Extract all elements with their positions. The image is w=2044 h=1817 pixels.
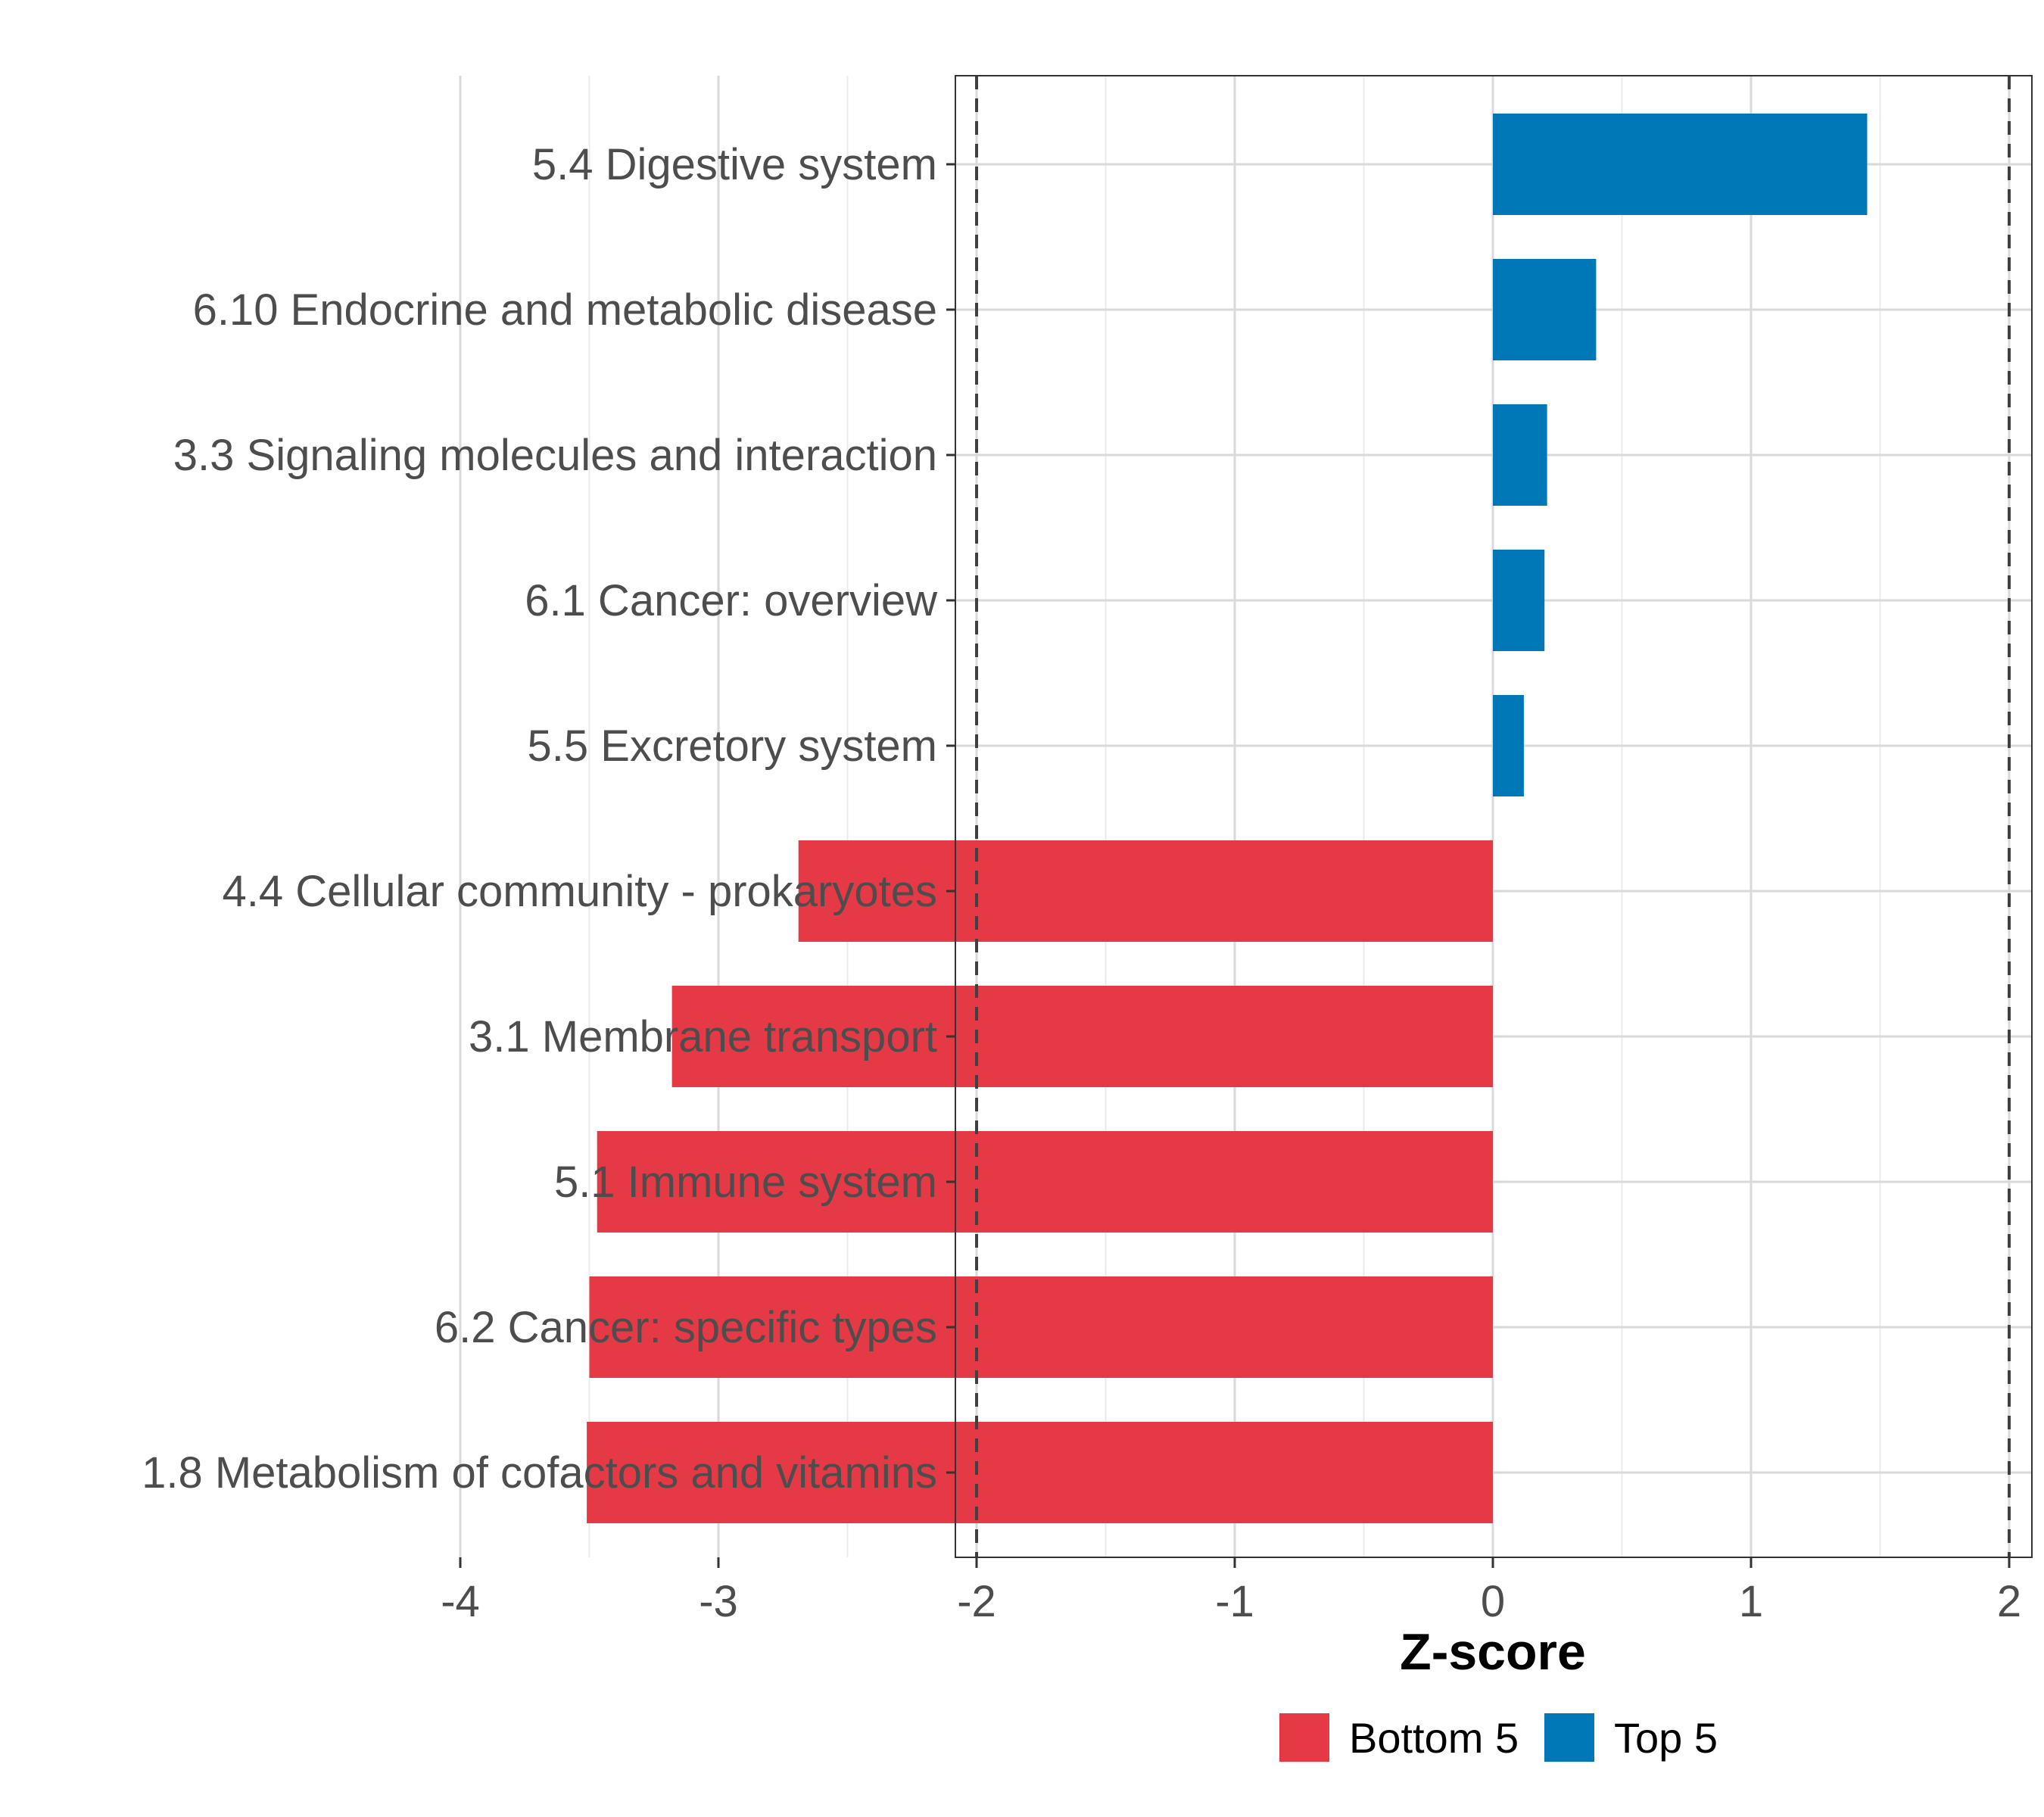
bar bbox=[798, 840, 1493, 942]
x-tick-label: -3 bbox=[699, 1577, 738, 1626]
bar bbox=[589, 1276, 1493, 1378]
bar bbox=[1493, 695, 1524, 796]
x-axis-title: Z-score bbox=[1400, 1623, 1586, 1681]
y-tick-label: 5.4 Digestive system bbox=[532, 140, 937, 189]
x-axis: -4-3-2-101234 bbox=[441, 1557, 2021, 1626]
y-tick-label: 5.5 Excretory system bbox=[528, 722, 937, 771]
y-tick-label: 6.2 Cancer: specific types bbox=[435, 1303, 937, 1352]
x-tick-label: -4 bbox=[441, 1577, 480, 1626]
legend-label: Bottom 5 bbox=[1349, 1714, 1519, 1762]
bar bbox=[1493, 259, 1597, 360]
legend-label: Top 5 bbox=[1614, 1714, 1718, 1762]
y-tick-label: 5.1 Immune system bbox=[554, 1158, 937, 1207]
y-tick-label: 6.10 Endocrine and metabolic disease bbox=[193, 285, 937, 335]
bar bbox=[1493, 114, 1868, 215]
y-axis: 5.4 Digestive system 6.10 Endocrine and m… bbox=[142, 140, 955, 1498]
y-tick-label: 6.1 Cancer: overview bbox=[525, 576, 938, 625]
bar bbox=[1493, 404, 1547, 506]
x-tick-label: -1 bbox=[1215, 1577, 1254, 1626]
bar bbox=[587, 1422, 1493, 1523]
bar bbox=[597, 1131, 1493, 1233]
bar bbox=[671, 986, 1493, 1087]
y-tick-label: 1.8 Metabolism of cofactors and vitamins bbox=[142, 1448, 937, 1498]
legend-swatch bbox=[1544, 1713, 1594, 1762]
x-tick-label: 0 bbox=[1481, 1577, 1505, 1626]
x-tick-label: -2 bbox=[957, 1577, 996, 1626]
bars bbox=[587, 114, 1868, 1523]
y-tick-label: 3.3 Signaling molecules and interaction bbox=[173, 431, 937, 480]
reference-lines bbox=[975, 76, 2011, 1557]
bar bbox=[1493, 550, 1545, 651]
x-tick-label: 1 bbox=[1739, 1577, 1763, 1626]
legend: Bottom 5 Top 5 bbox=[1279, 1713, 1718, 1762]
y-tick-label: 4.4 Cellular community - prokaryotes bbox=[223, 867, 937, 916]
y-tick-label: 3.1 Membrane transport bbox=[469, 1012, 937, 1061]
legend-swatch bbox=[1279, 1713, 1329, 1762]
x-tick-label: 2 bbox=[1997, 1577, 2021, 1626]
